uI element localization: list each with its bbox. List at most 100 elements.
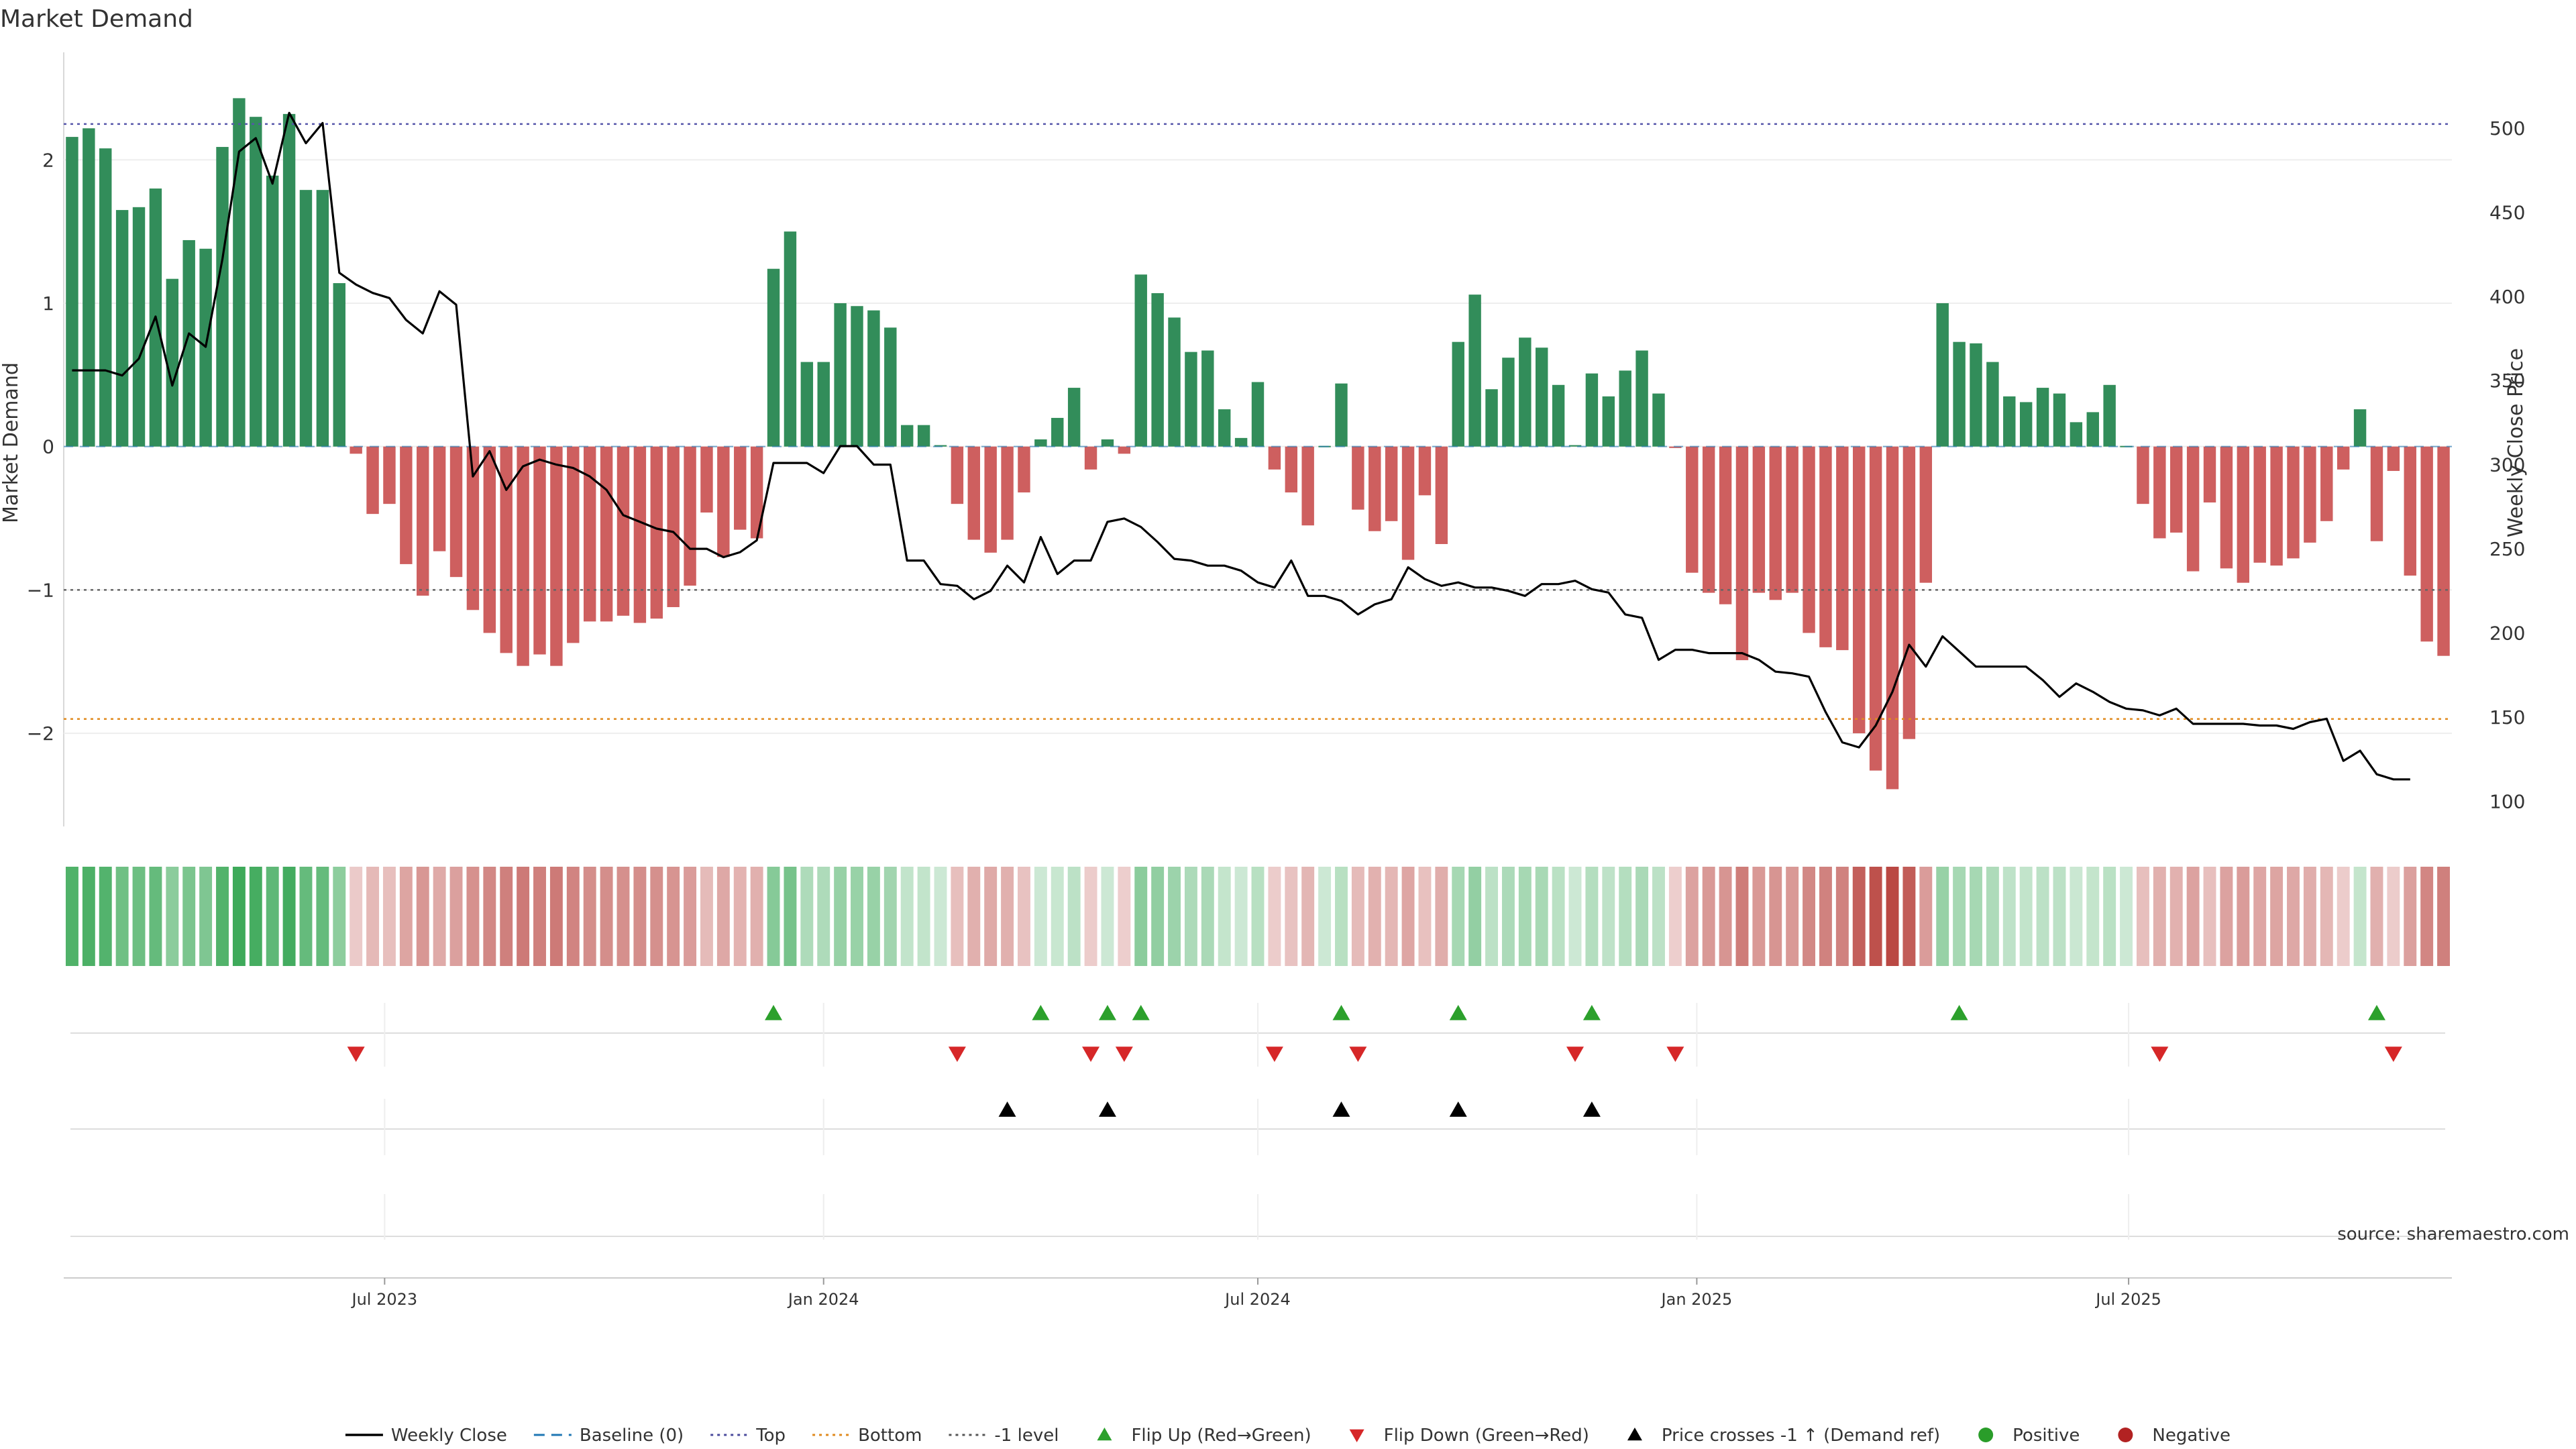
y-tick-label-right: 250: [2489, 538, 2525, 560]
demand-bar: [333, 283, 345, 447]
demand-bar: [2437, 446, 2450, 656]
demand-bar: [1418, 446, 1432, 496]
heat-cell: [2404, 867, 2417, 966]
demand-bar: [1519, 337, 1532, 447]
heat-cell: [1635, 867, 1649, 966]
heat-cell: [1719, 867, 1732, 966]
heat-cell: [800, 867, 814, 966]
flip-down-marker: [2384, 1046, 2402, 1062]
heat-cell: [834, 867, 847, 966]
heat-cell: [2136, 867, 2149, 966]
demand-bar: [1084, 446, 1097, 470]
heat-cell: [2253, 867, 2267, 966]
heat-cell: [1953, 867, 1966, 966]
heat-cell: [2086, 867, 2100, 966]
heat-cell: [2370, 867, 2383, 966]
demand-bar: [1853, 446, 1866, 734]
heat-cell: [917, 867, 930, 966]
price-cross-marker: [1332, 1102, 1350, 1117]
heat-cell: [199, 867, 213, 966]
demand-bar: [2003, 396, 2016, 447]
demand-bar: [2404, 446, 2416, 576]
demand-bar: [633, 446, 647, 623]
heat-cell: [1585, 867, 1599, 966]
demand-bar: [1385, 446, 1398, 521]
heat-cell: [1051, 867, 1064, 966]
legend-label: -1 level: [994, 1426, 1059, 1446]
heat-cell: [1602, 867, 1615, 966]
heat-cell: [883, 867, 897, 966]
legend-item: Flip Up (Red→Green): [1097, 1426, 1311, 1446]
heat-cell: [2353, 867, 2367, 966]
heat-cell: [1501, 867, 1515, 966]
demand-bar: [66, 137, 78, 447]
heat-cell: [1902, 867, 1916, 966]
demand-bar: [900, 425, 914, 447]
heat-cell: [2070, 867, 2083, 966]
demand-bar: [2103, 384, 2116, 447]
heat-cell: [1184, 867, 1197, 966]
flip-up-marker: [1950, 1005, 1968, 1020]
demand-bar: [2353, 409, 2367, 447]
demand-bar: [233, 98, 246, 447]
legend-item: Baseline (0): [533, 1426, 684, 1446]
legend-label: Top: [755, 1426, 786, 1446]
demand-bar: [1368, 446, 1381, 531]
heat-cell: [1652, 867, 1665, 966]
heat-cell: [299, 867, 313, 966]
heat-cell: [1435, 867, 1448, 966]
demand-bar: [667, 446, 680, 608]
demand-bar: [684, 446, 696, 586]
demand-bar: [1919, 446, 1933, 583]
y-tick-label-right: 150: [2489, 706, 2525, 729]
demand-bar: [2170, 446, 2183, 533]
legend-label: Negative: [2152, 1426, 2231, 1446]
demand-bar: [1185, 352, 1197, 447]
demand-bar: [182, 239, 195, 447]
demand-bar: [1435, 446, 1448, 545]
flip-up-marker: [765, 1005, 783, 1020]
source-label: source: sharemaestro.com: [2337, 1224, 2569, 1244]
heat-cell: [1201, 867, 1214, 966]
demand-bar: [1034, 439, 1047, 447]
heat-cell: [1351, 867, 1364, 966]
heat-cell: [350, 867, 363, 966]
demand-bar: [383, 446, 396, 504]
flip-down-marker: [1265, 1046, 1283, 1062]
demand-bar: [1468, 294, 1481, 447]
demand-bar: [884, 327, 897, 447]
demand-bar: [1218, 409, 1231, 447]
heat-cell: [1118, 867, 1131, 966]
demand-bar: [1502, 358, 1515, 447]
demand-bar: [1635, 350, 1648, 447]
legend-item: Bottom: [812, 1426, 922, 1446]
chart-title: Market Demand: [0, 5, 193, 33]
heat-cell: [1134, 867, 1148, 966]
demand-bar: [483, 446, 496, 633]
heat-cell: [616, 867, 630, 966]
demand-bar: [1001, 446, 1014, 540]
x-tick-label: Jan 2024: [787, 1290, 859, 1309]
demand-bar: [1151, 293, 1164, 447]
demand-bar: [449, 446, 463, 578]
heat-cell: [1869, 867, 1882, 966]
demand-bar: [734, 446, 747, 530]
demand-bar: [1101, 439, 1114, 447]
heat-cell: [2053, 867, 2066, 966]
legend: Weekly Close Baseline (0) Top Bottom -1 leve…: [345, 1426, 2231, 1446]
heat-cell: [1385, 867, 1398, 966]
demand-bar: [282, 113, 296, 447]
demand-bar: [750, 446, 763, 539]
flip-down-marker: [1349, 1046, 1367, 1062]
heat-cell: [1852, 867, 1866, 966]
weekly-close-line: [72, 111, 2410, 781]
demand-bar: [99, 148, 112, 447]
heat-cell: [2320, 867, 2333, 966]
y-tick-label-right: 200: [2489, 623, 2525, 645]
x-tick-label: Jul 2023: [351, 1290, 418, 1309]
heat-cell: [1803, 867, 1815, 966]
demand-bar: [1652, 393, 1665, 447]
demand-bar: [1552, 384, 1565, 447]
heat-cell: [633, 867, 647, 966]
